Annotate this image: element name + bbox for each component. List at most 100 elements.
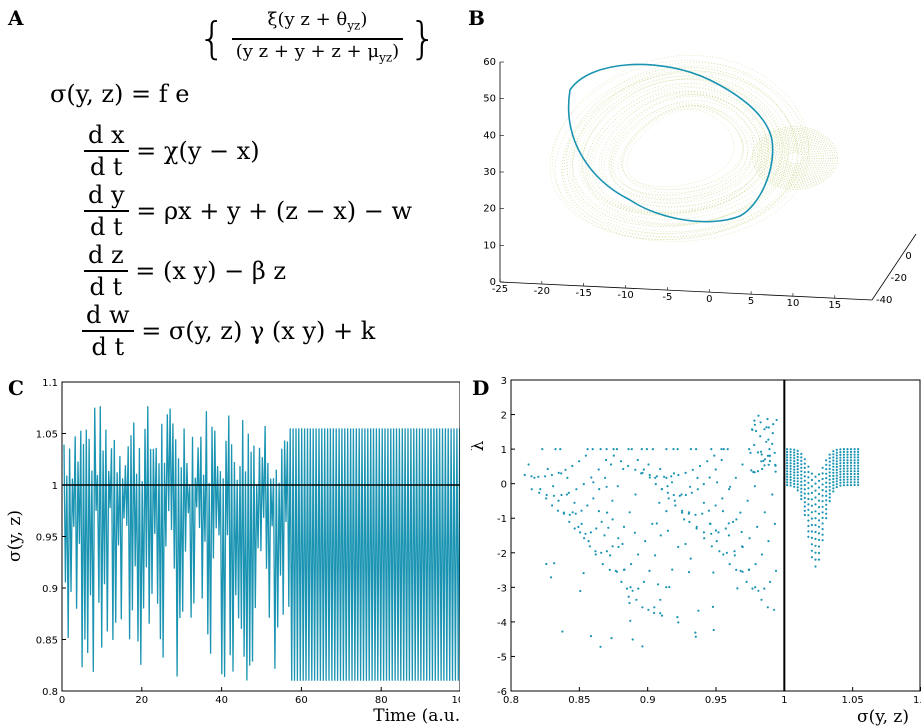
dz-denominator: d t: [89, 273, 123, 301]
lambda-point: [749, 451, 752, 454]
lambda-point: [789, 473, 792, 476]
lambda-point: [702, 501, 705, 504]
panel-letter-d: D: [472, 376, 490, 400]
lambda-point: [774, 569, 778, 572]
lambda-point: [800, 459, 803, 462]
lambda-point: [708, 522, 712, 525]
lambda-point: [796, 449, 799, 452]
x-tick-label: 40: [215, 695, 228, 706]
lambda-point: [832, 465, 835, 468]
lambda-point: [607, 526, 610, 529]
lambda-point: [687, 571, 691, 574]
lambda-point: [580, 509, 583, 512]
lambda-point: [803, 466, 806, 469]
lambda-point: [718, 550, 721, 553]
lambda-point: [800, 456, 803, 459]
lambda-point: [541, 448, 544, 451]
lambda-point: [641, 645, 644, 648]
lambda-point: [630, 563, 633, 566]
attractor-left-loop: [566, 70, 798, 235]
lambda-point: [676, 448, 679, 451]
lambda-point: [527, 463, 530, 466]
lambda-point: [832, 487, 835, 490]
attractor-left-loop: [626, 108, 744, 190]
lambda-point: [839, 464, 842, 468]
lambda-point: [817, 492, 821, 496]
closed-orbit-line: [567, 63, 774, 223]
lambda-point: [690, 491, 693, 494]
exponent-numerator: ξ(y z + θyz): [231, 8, 404, 40]
lambda-point: [814, 510, 817, 513]
lambda-point: [681, 509, 684, 512]
lambda-point: [634, 468, 637, 471]
lambda-point: [712, 628, 715, 632]
lambda-point: [800, 470, 803, 473]
lambda-point: [835, 463, 838, 466]
lambda-point: [568, 520, 571, 523]
lambda-point: [803, 496, 806, 499]
lambda-point: [759, 435, 762, 438]
lambda-point: [857, 461, 860, 464]
lambda-point: [721, 497, 724, 500]
x-tick-label: 0: [706, 294, 712, 305]
lambda-point: [717, 531, 720, 534]
lambda-point: [853, 481, 856, 484]
lambda-point: [857, 448, 860, 451]
lambda-point: [605, 448, 608, 451]
lambda-point: [810, 536, 813, 539]
lambda-point: [835, 471, 838, 474]
lambda-point: [821, 505, 824, 508]
left-brace: {: [198, 13, 226, 65]
lambda-point: [853, 467, 856, 470]
lambda-point: [523, 473, 526, 477]
lambda-point: [846, 472, 849, 476]
lambda-point: [814, 524, 817, 527]
lambda-point: [814, 551, 817, 554]
lambda-point: [653, 606, 656, 609]
lambda-point: [571, 464, 574, 468]
lambda-point: [817, 479, 821, 482]
lambda-point: [842, 448, 845, 451]
lambda-point: [842, 484, 845, 487]
lambda-point: [807, 535, 810, 538]
sigma-exponent: { ξ(y z + θyz) (y z + y + z + μyz) }: [198, 8, 437, 69]
lambda-point: [763, 511, 766, 514]
attractor-left-loop: [571, 79, 781, 227]
lambda-point: [814, 565, 817, 568]
attractor-right-loop: [765, 136, 824, 180]
lambda-point: [796, 486, 799, 489]
lambda-point: [631, 589, 634, 592]
attractor-right-loop: [786, 151, 804, 165]
lambda-point: [853, 478, 856, 481]
lambda-point: [733, 554, 736, 557]
attractor-left-loop: [580, 83, 768, 215]
y-tick-label: 0: [501, 480, 507, 491]
lambda-point: [789, 481, 792, 484]
lambda-point: [793, 479, 796, 483]
lambda-point: [678, 494, 681, 497]
lambda-point: [803, 501, 806, 504]
lambda-point: [853, 453, 856, 456]
lambda-point: [592, 497, 595, 500]
lambda-point: [609, 463, 613, 466]
lambda-point: [759, 421, 762, 424]
lambda-point: [676, 616, 679, 619]
lambda-point: [775, 418, 778, 422]
lambda-point: [605, 485, 608, 488]
lambda-point: [728, 563, 731, 566]
attractor-left-loop: [563, 70, 799, 237]
lambda-point: [660, 488, 663, 491]
lambda-point: [567, 491, 570, 494]
lambda-point: [648, 476, 651, 479]
lambda-point: [748, 537, 751, 540]
y-tick-label: 2: [501, 411, 507, 422]
lambda-point: [552, 485, 555, 488]
lambda-point: [556, 509, 560, 512]
lambda-point: [807, 492, 810, 495]
lambda-point: [665, 510, 668, 513]
lambda-point: [832, 471, 835, 474]
lambda-point: [753, 485, 756, 488]
lambda-point: [821, 494, 824, 497]
